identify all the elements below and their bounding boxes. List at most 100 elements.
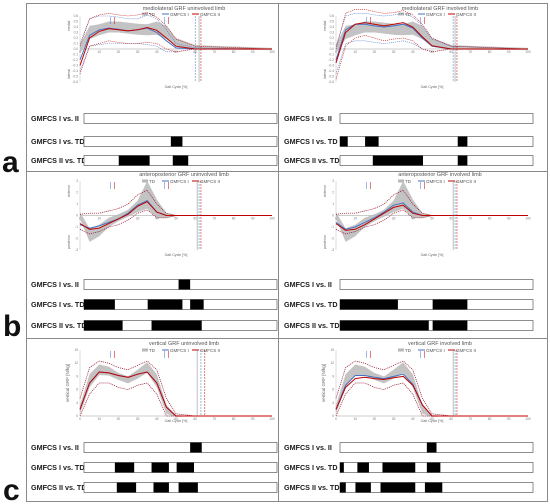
significance-block: [340, 299, 398, 310]
g1-upper-bound: [335, 189, 528, 216]
x-tick-label: 60: [449, 50, 453, 54]
y-tick-label: 0: [76, 414, 78, 418]
g1-mean-line: [79, 371, 272, 417]
g2-mean-line: [79, 26, 272, 66]
y-tick-label: 0.2: [330, 36, 335, 40]
td-band: [336, 362, 528, 417]
significance-block: [365, 136, 379, 147]
significance-track: [83, 442, 278, 453]
x-tick-label: 40: [155, 217, 159, 221]
significance-block: [340, 320, 429, 331]
significance-block: [151, 462, 169, 473]
x-axis-label: Gait Cycle [%]: [421, 253, 444, 257]
g2-upper-bound: [335, 360, 528, 417]
y-tick-label: 9: [76, 374, 78, 378]
y-tick-label: 0.6: [330, 14, 335, 18]
x-tick-label: 90: [251, 50, 255, 54]
y-tick-label: -0.2: [329, 58, 335, 62]
x-tick-label: 30: [392, 50, 396, 54]
y-tick-label: -0.5: [329, 75, 335, 79]
y-tick-label: 0.3: [330, 31, 335, 35]
panel-letter-b: b: [3, 310, 21, 343]
significance-block: [153, 482, 169, 493]
x-tick-label: 40: [411, 217, 415, 221]
x-tick-label: 40: [411, 50, 415, 54]
significance-track: [83, 113, 278, 124]
x-tick-label: 10: [97, 417, 101, 421]
x-tick-label: 80: [232, 417, 236, 421]
x-tick-label: 10: [97, 50, 101, 54]
x-tick-label: 100: [525, 50, 531, 54]
legend-label-td: TD: [405, 12, 412, 17]
y-direction-bottom: lateral: [323, 69, 327, 79]
g2-lower-bound: [335, 382, 528, 417]
comparison-label: GMFCS I vs. TD: [31, 463, 85, 472]
x-tick-label: 0: [335, 417, 337, 421]
comparison-label: GMFCS I vs. TD: [284, 463, 338, 472]
comparison-label: GMFCS I vs. II: [31, 114, 79, 123]
comparison-label: GMFCS I vs. TD: [31, 137, 85, 146]
x-tick-label: 60: [193, 217, 197, 221]
chart-title: mediolateral GRF uninvolved limb: [143, 6, 226, 12]
y-direction-top: anterior: [323, 184, 327, 197]
x-axis-label: Gait Cycle [%]: [165, 419, 188, 423]
y-tick-label: 3: [332, 401, 334, 405]
x-axis-label: Gait Cycle [%]: [421, 85, 444, 89]
significance-block: [340, 136, 348, 147]
comparison-label: GMFCS I vs. TD: [284, 137, 338, 146]
x-tick-label: 70: [469, 417, 473, 421]
y-tick-label: 3: [332, 179, 334, 183]
comparison-label: GMFCS I vs. II: [31, 280, 79, 289]
x-tick-label: 100: [269, 50, 275, 54]
y-tick-label: 0.6: [74, 14, 79, 18]
chart-title: mediolateral GRF involved limb: [402, 6, 478, 12]
g1-lower-bound: [335, 40, 528, 74]
x-tick-label: 10: [353, 50, 357, 54]
y-tick-label: 0.1: [330, 42, 335, 46]
g1-upper-bound: [79, 14, 273, 50]
y-tick-label: -2: [75, 237, 78, 241]
y-tick-label: 9: [332, 374, 334, 378]
td-band: [336, 21, 528, 54]
legend-label-g2: GMFCS II: [456, 179, 476, 184]
y-tick-label: -0.1: [329, 53, 335, 57]
legend-swatch-td: [398, 12, 404, 16]
x-tick-label: 30: [136, 417, 140, 421]
g1-upper-bound: [79, 189, 272, 216]
y-tick-label: -3: [331, 248, 334, 252]
y-tick-label: 2: [76, 191, 78, 195]
significance-block: [147, 299, 183, 310]
g2-lower-bound: [335, 209, 528, 235]
significance-track: [339, 279, 534, 290]
y-tick-label: -2: [331, 237, 334, 241]
g1-upper-bound: [335, 12, 529, 50]
x-tick-label: 60: [449, 217, 453, 221]
x-tick-label: 40: [155, 417, 159, 421]
panel-frame-c: [26, 338, 548, 502]
comparison-label: GMFCS I vs. II: [284, 443, 332, 452]
comparison-label: GMFCS II vs. TD: [31, 483, 87, 492]
g2-upper-bound: [335, 189, 528, 216]
legend-label-td: TD: [149, 348, 156, 353]
legend-label-g1: GMFCS I: [170, 179, 189, 184]
g2-mean-line: [335, 204, 528, 231]
comparison-label: GMFCS I vs. TD: [284, 300, 338, 309]
y-tick-label: 0.4: [74, 25, 79, 29]
y-tick-label: -0.3: [73, 64, 79, 68]
y-tick-label: 0.0: [74, 47, 79, 51]
legend-label-g1: GMFCS I: [170, 348, 189, 353]
g2-upper-bound: [79, 189, 272, 216]
x-tick-label: 80: [232, 217, 236, 221]
y-tick-label: 0.5: [330, 20, 335, 24]
y-tick-label: -0.6: [73, 80, 79, 84]
significance-block: [457, 136, 468, 147]
legend-label-g2: GMFCS II: [200, 179, 220, 184]
comparison-label: GMFCS II vs. TD: [284, 483, 340, 492]
legend-label-g1: GMFCS I: [426, 12, 445, 17]
y-axis-label: vertical GRF [N/kg]: [65, 364, 70, 402]
significance-track: [339, 113, 534, 124]
x-tick-label: 90: [507, 50, 511, 54]
x-tick-label: 50: [174, 217, 178, 221]
